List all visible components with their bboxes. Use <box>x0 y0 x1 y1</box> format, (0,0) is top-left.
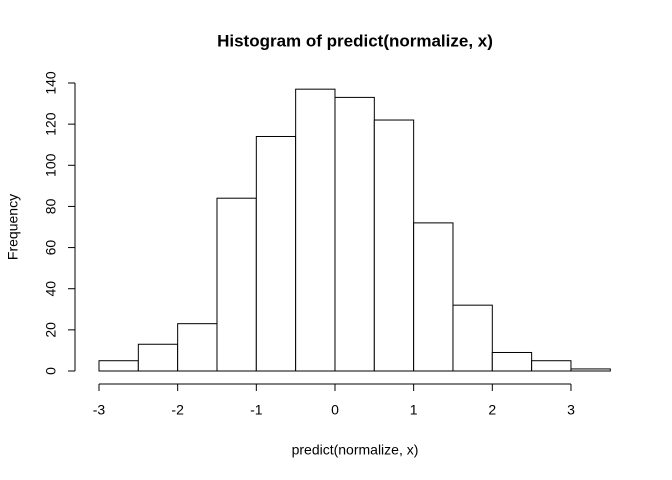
y-tick-label: 100 <box>43 153 59 177</box>
bar <box>98 360 139 372</box>
x-tick-label: 1 <box>410 402 418 418</box>
bar <box>295 88 336 372</box>
bar <box>373 119 415 372</box>
bar <box>491 351 533 372</box>
bar <box>413 222 454 372</box>
x-tick-label: -3 <box>93 402 106 418</box>
x-tick-label: -2 <box>171 402 184 418</box>
chart-title: Histogram of predict(normalize, x) <box>217 31 493 50</box>
bar <box>255 135 297 372</box>
y-axis-label: Frequency <box>5 194 21 260</box>
x-axis-label: predict(normalize, x) <box>292 442 419 458</box>
x-tick-label: 2 <box>488 402 496 418</box>
bar <box>137 343 179 372</box>
x-tick-label: 0 <box>331 402 339 418</box>
y-tick-label: 60 <box>43 240 59 256</box>
y-tick-label: 40 <box>43 281 59 297</box>
y-tick-label: 80 <box>43 198 59 214</box>
x-tick-label: -1 <box>250 402 263 418</box>
y-tick-label: 140 <box>43 71 59 95</box>
bar <box>216 197 257 372</box>
x-tick-label: 3 <box>567 402 575 418</box>
bar <box>570 368 611 372</box>
y-tick-label: 120 <box>43 112 59 136</box>
bar <box>177 323 218 372</box>
bar <box>334 96 375 372</box>
y-tick-label: 0 <box>43 367 59 375</box>
y-tick-label: 20 <box>43 322 59 338</box>
bar <box>452 304 493 372</box>
bar <box>531 360 572 372</box>
